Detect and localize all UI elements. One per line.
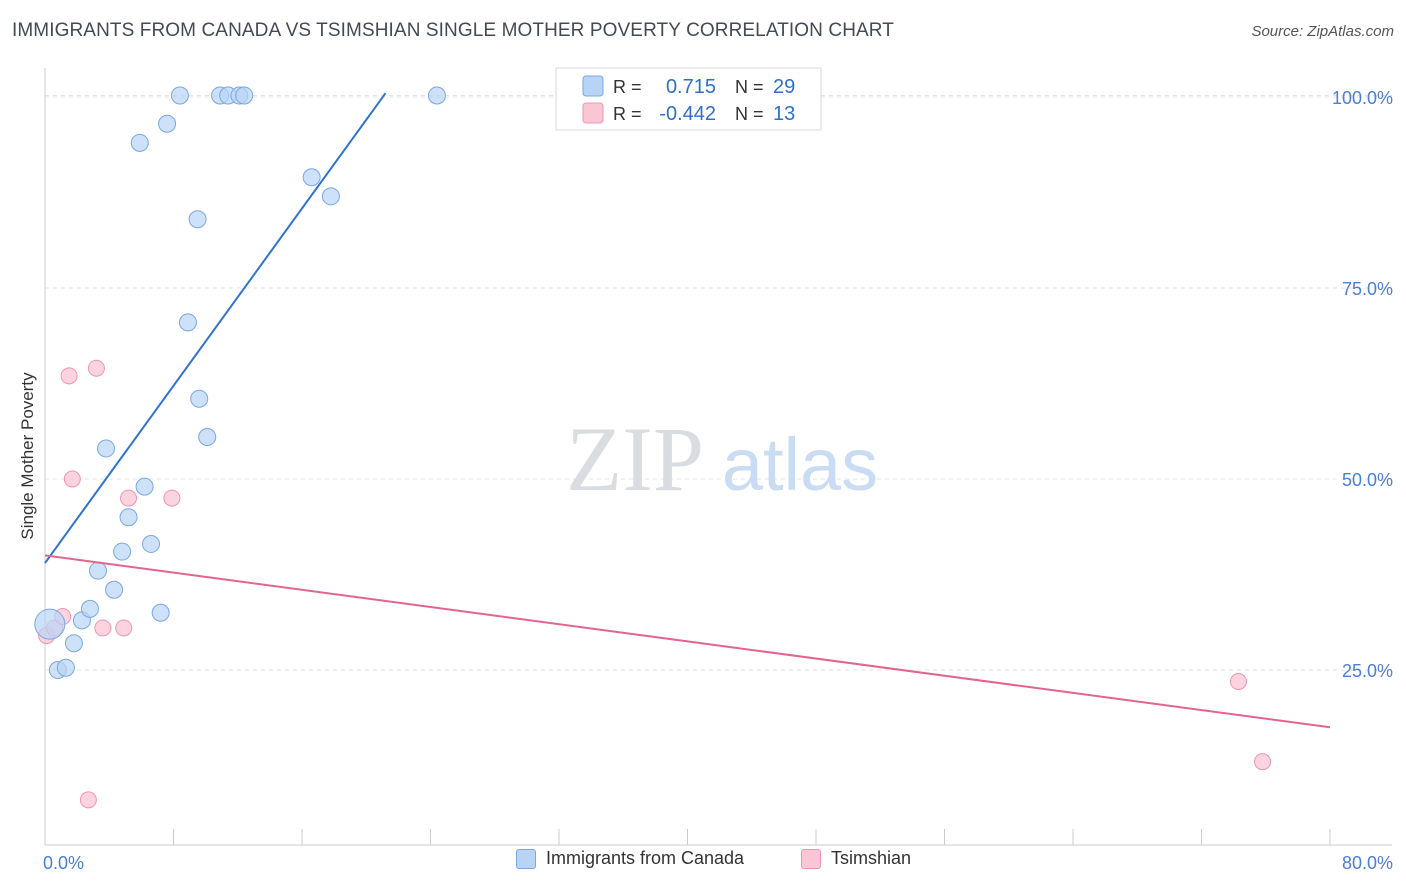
tsimshian-point: [87, 359, 105, 377]
tsimshian-point: [1229, 672, 1247, 690]
legend-n-value-canada: 29: [773, 76, 795, 98]
canada-point: [321, 187, 340, 206]
legend-r-label-canada: R =: [613, 77, 642, 97]
bottom-legend: Immigrants from Canada Tsimshian: [0, 848, 1406, 880]
legend-n-value-tsimshian: 13: [773, 103, 795, 125]
legend-swatch-canada-bottom: [516, 848, 536, 869]
source-credit: Source: ZipAtlas.com: [1251, 23, 1394, 40]
canada-point: [105, 580, 124, 599]
x-tick-label: 0.0%: [43, 853, 84, 873]
tsimshian-point: [63, 470, 81, 488]
y-tick-label: 100.0%: [1332, 88, 1393, 108]
canada-point: [302, 168, 321, 187]
canada-point: [89, 561, 108, 580]
y-tick-label: 25.0%: [1342, 661, 1393, 681]
y-tick-label: 75.0%: [1342, 279, 1393, 299]
legend-r-label-tsimshian: R =: [613, 104, 642, 124]
canada-point: [113, 542, 132, 561]
canada-point: [56, 658, 75, 677]
canada-point: [119, 508, 138, 527]
canada-point: [34, 608, 66, 640]
canada-trend-line: [44, 92, 387, 564]
canada-point: [142, 534, 161, 553]
chart-title: IMMIGRANTS FROM CANADA VS TSIMSHIAN SING…: [12, 20, 894, 41]
legend-r-value-canada: 0.715: [666, 76, 716, 98]
legend-label-tsimshian: Tsimshian: [831, 848, 912, 868]
legend-item-canada: Immigrants from Canada: [516, 848, 744, 869]
tsimshian-point: [163, 489, 181, 507]
tsimshian-point: [60, 367, 78, 385]
canada-point: [170, 86, 189, 105]
axes: [44, 68, 1392, 846]
canada-point: [80, 599, 99, 618]
canada-point: [130, 133, 149, 152]
tsimshian-point: [115, 619, 133, 637]
canada-point: [97, 439, 116, 458]
canada-point: [64, 634, 83, 653]
canada-point: [188, 210, 207, 229]
canada-point: [190, 389, 209, 408]
tsimshian-trend-line: [44, 554, 1331, 729]
canada-point: [427, 86, 446, 105]
tsimshian-point: [1254, 753, 1272, 771]
legend-swatch-tsimshian-bottom: [801, 848, 821, 869]
legend-box: R = 0.715 N = 29 R = -0.442 N = 13: [555, 67, 822, 131]
legend-swatch-canada: [582, 75, 604, 97]
watermark-atlas: atlas: [722, 423, 878, 506]
canada-point: [178, 313, 197, 332]
canada-point: [135, 477, 154, 496]
legend-r-value-tsimshian: -0.442: [659, 103, 716, 125]
tick-labels: 25.0% 50.0% 75.0% 100.0% 0.0% 80.0%: [43, 88, 1393, 873]
legend-item-tsimshian: Tsimshian: [801, 848, 911, 869]
legend-label-canada: Immigrants from Canada: [546, 848, 745, 868]
canada-point: [235, 86, 254, 105]
gridlines: [45, 94, 1392, 671]
canada-point: [198, 427, 217, 446]
legend-n-label-canada: N =: [735, 77, 764, 97]
tsimshian-point: [120, 489, 138, 507]
legend-swatch-tsimshian: [582, 102, 604, 124]
y-tick-label: 50.0%: [1342, 470, 1393, 490]
canada-point: [158, 114, 177, 133]
tsimshian-point: [79, 791, 97, 809]
x-tick-label: 80.0%: [1342, 853, 1393, 873]
trend-lines: [44, 92, 1331, 729]
canada-points: [34, 86, 593, 679]
watermark-zip: ZIP: [566, 408, 704, 510]
legend-n-label-tsimshian: N =: [735, 104, 764, 124]
canada-point: [151, 603, 170, 622]
tsimshian-point: [94, 619, 112, 637]
